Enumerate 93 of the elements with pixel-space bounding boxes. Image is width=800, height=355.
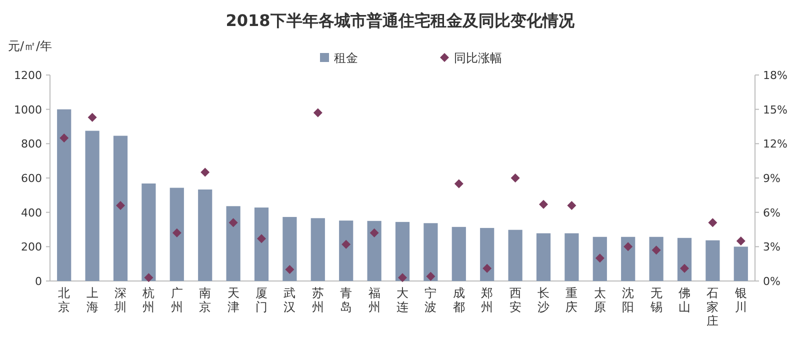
point <box>116 200 125 210</box>
x-tick-label: 西安 <box>509 286 522 314</box>
x-tick-label: 石家庄 <box>706 286 719 328</box>
point <box>567 200 576 210</box>
y-axis-title: 元/㎡/年 <box>8 39 52 53</box>
x-tick-label: 天津 <box>227 286 240 314</box>
y2-tick-label: 9% <box>763 172 780 185</box>
point <box>313 108 322 118</box>
x-tick-label: 重庆 <box>566 286 578 314</box>
bar <box>424 223 438 281</box>
x-tick-label: 宁波 <box>424 286 437 314</box>
x-tick-label: 大连 <box>396 286 408 314</box>
bar <box>508 230 522 281</box>
point <box>228 218 238 228</box>
point <box>680 264 689 273</box>
bar <box>592 236 607 281</box>
x-tick-label: 无锡 <box>649 286 662 314</box>
x-tick-label: 北京 <box>58 286 70 314</box>
x-tick-label: 厦门 <box>256 286 268 314</box>
point <box>510 174 520 182</box>
y2-tick-label: 18% <box>763 69 788 82</box>
x-tick-label: 银川 <box>734 286 747 314</box>
y2-tick-label: 12% <box>763 138 788 151</box>
y2-tick-label: 3% <box>763 240 780 254</box>
bar <box>226 206 240 281</box>
point <box>595 254 604 263</box>
x-tick-label: 沈阳 <box>622 286 634 314</box>
point <box>144 273 154 282</box>
point <box>60 133 69 142</box>
bar <box>85 130 100 281</box>
legend-label: 同比涨幅 <box>454 51 502 65</box>
y-tick-label: 600 <box>21 172 42 185</box>
bar <box>310 218 325 281</box>
bar <box>395 222 410 281</box>
bar <box>536 233 551 281</box>
point <box>426 272 436 281</box>
bar <box>170 188 184 281</box>
x-tick-label: 上海 <box>86 286 98 314</box>
x-tick-label: 成都 <box>452 286 465 314</box>
x-tick-label: 福州 <box>368 286 380 314</box>
bar <box>142 183 156 281</box>
point <box>370 228 379 238</box>
x-tick-label: 太原 <box>594 286 606 314</box>
bar <box>113 136 128 281</box>
bar <box>677 238 692 281</box>
bar <box>649 236 664 281</box>
bar <box>734 246 748 281</box>
x-tick-label: 苏州 <box>312 286 324 314</box>
x-tick-label: 佛山 <box>678 286 690 314</box>
y2-tick-label: 0% <box>763 275 780 288</box>
point <box>398 273 407 282</box>
point <box>736 236 746 246</box>
y-tick-label: 1200 <box>14 69 42 82</box>
y2-tick-label: 6% <box>763 206 780 220</box>
x-tick-label: 南京 <box>199 286 212 314</box>
bar <box>452 226 466 281</box>
bar <box>254 208 269 281</box>
bar <box>282 216 297 281</box>
bar <box>367 220 382 281</box>
x-tick-label: 长沙 <box>538 286 550 314</box>
point <box>285 265 294 274</box>
y-tick-label: 0 <box>35 275 42 288</box>
bar <box>621 236 636 281</box>
point <box>88 112 97 122</box>
x-tick-label: 杭州 <box>142 286 155 314</box>
bar <box>198 190 212 281</box>
point <box>257 234 266 244</box>
chart-title: 2018下半年各城市普通住宅租金及同比变化情况 <box>226 11 576 30</box>
bar <box>339 220 354 281</box>
x-tick-label: 青岛 <box>340 286 352 314</box>
y-tick-label: 800 <box>21 138 42 151</box>
point <box>539 200 548 209</box>
x-tick-label: 广州 <box>170 286 183 314</box>
legend-label: 租金 <box>334 51 358 65</box>
bar <box>706 240 720 281</box>
point <box>624 242 633 252</box>
point <box>342 240 351 249</box>
x-tick-label: 郑州 <box>481 286 494 314</box>
point <box>482 264 492 273</box>
y2-tick-label: 15% <box>763 103 788 116</box>
bar <box>57 109 72 281</box>
point <box>708 218 718 228</box>
x-tick-label: 武汉 <box>284 286 296 314</box>
point <box>172 228 182 238</box>
point <box>200 168 210 177</box>
point <box>454 179 464 188</box>
y-tick-label: 1000 <box>14 103 42 116</box>
y-tick-label: 400 <box>21 206 42 220</box>
y-tick-label: 200 <box>21 240 42 254</box>
bar <box>480 228 494 281</box>
x-tick-label: 深圳 <box>114 286 126 314</box>
bar <box>564 233 579 281</box>
point <box>652 246 661 255</box>
